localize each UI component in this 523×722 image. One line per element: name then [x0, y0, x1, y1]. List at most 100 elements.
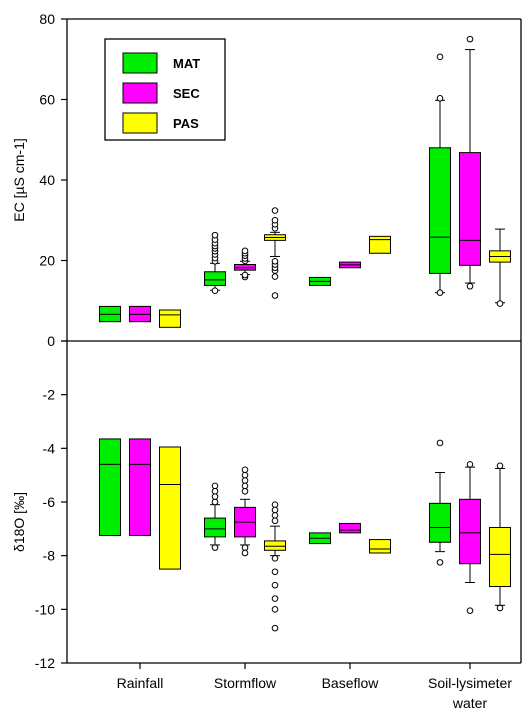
box-pas — [159, 309, 181, 328]
outlier-point — [271, 581, 279, 589]
y-tick-label: 40 — [39, 172, 55, 188]
outlier-point — [436, 53, 444, 61]
text-layer: EC [µS cm-1] δ18O [‰] 20 40 60 80 0 -2 -4 -6 -8 -… — [11, 11, 512, 711]
outlier-point — [241, 482, 249, 490]
outlier-point — [271, 568, 279, 576]
box-mat — [204, 482, 226, 551]
y-tick-label: -4 — [43, 440, 56, 456]
box-pas — [264, 207, 286, 299]
box-body — [369, 235, 391, 254]
category-label: Baseflow — [322, 675, 380, 691]
legend-swatch-mat — [122, 52, 158, 74]
y-tick-label: 0 — [47, 333, 55, 349]
outlier-point — [241, 466, 249, 474]
box-sec — [339, 522, 361, 534]
box-pas — [489, 228, 511, 307]
outlier-point — [496, 604, 504, 612]
box-pas — [369, 539, 391, 554]
legend-label-mat: MAT — [173, 56, 200, 71]
box-mat — [204, 231, 226, 294]
box-sec — [459, 35, 481, 290]
box-body — [489, 526, 511, 588]
box-sec — [339, 261, 361, 269]
outlier-point — [211, 487, 219, 495]
box-sec — [459, 461, 481, 614]
category-label: Soil-lysimeter water — [428, 675, 512, 711]
box-sec — [129, 438, 151, 537]
y-tick-label: -6 — [43, 494, 56, 510]
outlier-point — [496, 462, 504, 470]
y-tick-label: -12 — [35, 655, 55, 671]
outlier-point — [496, 300, 504, 307]
legend-swatch-pas — [122, 112, 158, 134]
outlier-point — [271, 501, 279, 508]
box-body — [204, 517, 226, 538]
y-tick-label: 60 — [39, 92, 55, 108]
y-tick-label: 20 — [39, 253, 55, 269]
outlier-point — [241, 271, 249, 279]
outlier-point — [211, 482, 219, 490]
box-mat — [99, 438, 121, 537]
box-body — [429, 502, 451, 543]
category-label-line: water — [452, 695, 488, 711]
legend-label-pas: PAS — [173, 116, 199, 131]
outlier-point — [211, 493, 219, 500]
y-tick-label: -2 — [43, 387, 56, 403]
category-label: Stormflow — [214, 675, 277, 691]
outlier-point — [271, 292, 279, 299]
legend: MAT SEC PAS — [104, 38, 226, 141]
outlier-point — [271, 216, 279, 224]
box-pas — [369, 235, 391, 254]
outlier-point — [466, 461, 474, 468]
outlier-point — [211, 287, 219, 294]
box-body — [99, 438, 121, 537]
box-body — [129, 438, 151, 537]
outlier-point — [211, 231, 219, 239]
box-mat — [429, 53, 451, 297]
outlier-point — [271, 506, 279, 514]
box-pas — [489, 462, 511, 612]
outlier-point — [271, 517, 279, 525]
box-sec — [234, 466, 256, 557]
box-body — [369, 539, 391, 554]
category-label-line: Soil-lysimeter — [428, 675, 512, 691]
outlier-point — [241, 549, 249, 557]
box-body — [264, 540, 286, 551]
y-tick-label: -8 — [43, 548, 56, 564]
box-mat — [309, 276, 331, 286]
outlier-point — [466, 35, 474, 43]
outlier-point — [241, 477, 249, 484]
box-pas — [159, 446, 181, 570]
outlier-point — [211, 498, 219, 506]
outlier-point — [466, 607, 474, 614]
box-body — [159, 446, 181, 570]
outlier-point — [436, 94, 444, 102]
box-mat — [309, 532, 331, 545]
outlier-point — [271, 512, 279, 519]
box-body — [204, 271, 226, 286]
box-sec — [129, 305, 151, 323]
box-body — [459, 498, 481, 565]
outlier-point — [271, 258, 279, 265]
category-label: Rainfall — [117, 675, 164, 691]
outlier-point — [241, 247, 249, 255]
outlier-point — [271, 606, 279, 613]
outlier-point — [466, 282, 474, 290]
outlier-point — [271, 273, 279, 280]
y-axis-label-ec: EC [µS cm-1] — [11, 138, 27, 222]
box-layer — [99, 35, 511, 632]
outlier-point — [271, 595, 279, 602]
y-tick-label: 80 — [39, 11, 55, 27]
box-mat — [429, 439, 451, 566]
outlier-point — [241, 471, 249, 479]
outlier-point — [271, 624, 279, 632]
y-axis-label-d18o: δ18O [‰] — [11, 492, 27, 552]
box-sec — [234, 247, 256, 281]
box-body — [429, 147, 451, 274]
box-body — [459, 152, 481, 266]
box-body — [339, 522, 361, 534]
box-body — [159, 309, 181, 328]
outlier-point — [436, 559, 444, 566]
box-mat — [99, 305, 121, 323]
